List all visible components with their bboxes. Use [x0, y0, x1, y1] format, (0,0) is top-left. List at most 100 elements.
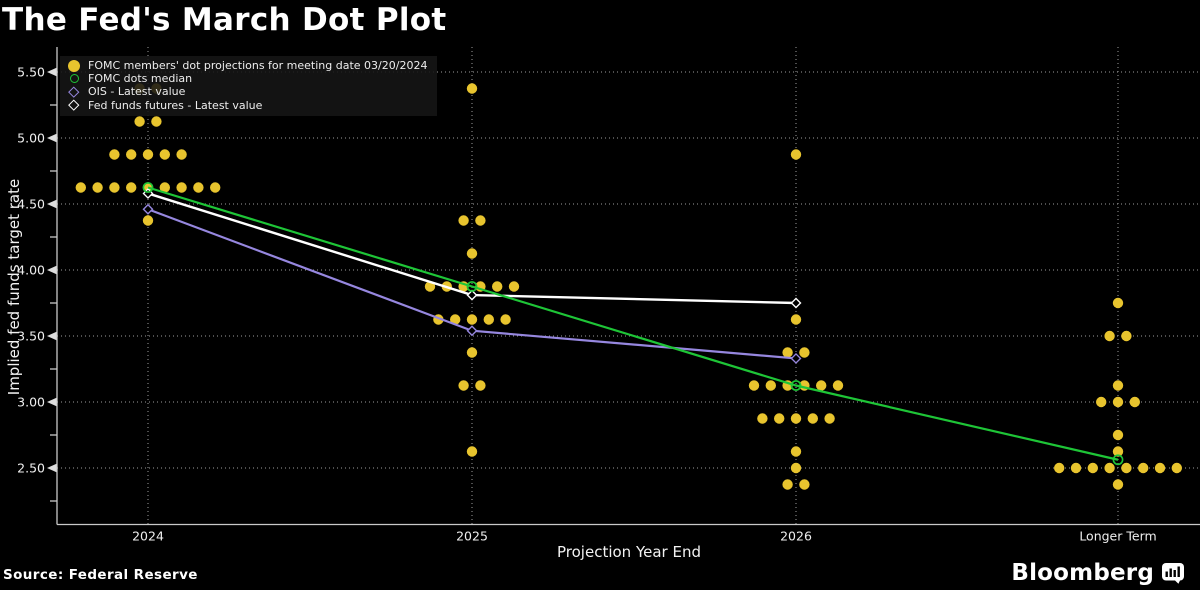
- diamond-marker: [790, 297, 802, 309]
- y-tick-label: 5.00: [17, 131, 45, 146]
- fomc-dot: [466, 446, 478, 457]
- y-tick-arrow: [47, 199, 57, 209]
- fomc-dot: [790, 462, 802, 474]
- fomc-dot: [475, 380, 486, 391]
- fomc-dot: [126, 182, 137, 193]
- diamond-marker: [466, 289, 478, 301]
- fomc-dot: [774, 413, 785, 424]
- legend-label: Fed funds futures - Latest value: [88, 98, 263, 112]
- diamond-marker: [142, 203, 154, 215]
- fomc-dot: [142, 215, 154, 226]
- chart-title: The Fed's March Dot Plot: [2, 2, 447, 38]
- diamond-marker: [790, 352, 802, 364]
- y-tick-arrow: [47, 463, 57, 473]
- fomc-dot: [748, 380, 760, 391]
- fomc-dot: [159, 149, 170, 160]
- bloomberg-wordmark: Bloomberg: [1011, 560, 1154, 586]
- median-marker: [790, 380, 802, 391]
- fomc-dot: [1096, 396, 1107, 408]
- y-tick-label: 2.50: [17, 461, 45, 476]
- fomc-dot: [109, 182, 120, 193]
- y-tick-arrow: [47, 133, 57, 143]
- fomc-dot: [450, 314, 461, 325]
- y-tick-arrow: [47, 397, 57, 407]
- fomc-dot: [210, 182, 221, 193]
- y-tick-label: 3.00: [17, 395, 45, 410]
- x-tick-label: 2026: [780, 529, 812, 544]
- ois-diamond-icon: [68, 86, 80, 98]
- median-circle-icon: [69, 74, 79, 84]
- fomc-dot: [500, 314, 511, 325]
- y-tick-arrow: [47, 331, 57, 341]
- fomc-dot: [458, 215, 469, 226]
- fomc-dot: [1104, 462, 1115, 474]
- fomc-dot: [176, 149, 187, 160]
- fomc-dot: [193, 182, 204, 193]
- median-marker: [1112, 454, 1124, 466]
- fomc-dot: [1087, 462, 1099, 474]
- legend-label: OIS - Latest value: [88, 85, 186, 99]
- fomc-dot: [466, 347, 478, 358]
- fomc-dot: [109, 149, 120, 160]
- fomc-dot: [92, 182, 103, 193]
- fomc-dot: [1121, 330, 1132, 342]
- bloomberg-icon: [1162, 562, 1184, 584]
- x-axis-title: Projection Year End: [557, 543, 701, 561]
- legend: FOMC members' dot projections for meetin…: [60, 56, 438, 116]
- fomc-dot: [466, 248, 478, 259]
- fomc-dot: [782, 347, 793, 358]
- fomc-dot: [1112, 446, 1124, 457]
- fomc-dot: [483, 314, 494, 325]
- fomc-dot: [824, 413, 835, 424]
- median-marker: [466, 281, 478, 292]
- fomc-dot: [466, 314, 478, 325]
- source-note: Source: Federal Reserve: [3, 567, 198, 583]
- bloomberg-logo: Bloomberg: [1011, 560, 1184, 586]
- fomc-dot: [1171, 462, 1183, 474]
- fomc-dot: [142, 149, 154, 160]
- y-tick-label: 4.00: [17, 263, 45, 278]
- x-tick-label: 2025: [456, 529, 488, 544]
- fomc-dot: [765, 380, 776, 391]
- fomc-dot: [799, 479, 810, 490]
- fomc-dot: [1112, 429, 1124, 441]
- legend-item-ois: OIS - Latest value: [67, 85, 427, 98]
- diamond-marker: [466, 325, 478, 337]
- legend-item-median: FOMC dots median: [67, 72, 427, 85]
- fomc-dot: [159, 182, 170, 193]
- fomc-dot: [1129, 396, 1141, 408]
- fomc-dot: [1138, 462, 1149, 474]
- futures-diamond-icon: [68, 99, 80, 111]
- y-tick-arrow: [47, 265, 57, 275]
- fomc-dot: [757, 413, 768, 424]
- y-tick-label: 3.50: [17, 329, 45, 344]
- fomc-dot: [458, 380, 469, 391]
- fomc-dot: [1104, 330, 1115, 342]
- fomc-dot: [176, 182, 187, 193]
- fomc-dot: [832, 380, 844, 391]
- fomc-dot: [799, 347, 810, 358]
- fomc-dot: [151, 116, 162, 127]
- fomc-dot-icon: [68, 59, 80, 72]
- fomc-dot: [782, 479, 793, 490]
- median-marker: [142, 182, 154, 193]
- fomc-dot: [1112, 396, 1124, 408]
- fomc-dot: [1121, 462, 1132, 474]
- fomc-dot: [790, 314, 802, 325]
- y-axis-title: Implied fed funds target rate: [5, 178, 23, 396]
- x-tick-label: Longer Term: [1079, 529, 1156, 544]
- y-tick-label: 4.50: [17, 197, 45, 212]
- y-tick-label: 5.50: [17, 65, 45, 80]
- fomc-dot: [475, 215, 486, 226]
- x-tick-label: 2024: [132, 529, 164, 544]
- fomc-dot: [1112, 479, 1124, 490]
- fomc-dot: [1154, 462, 1166, 474]
- fomc-dot: [75, 182, 87, 193]
- fomc-dot: [1112, 380, 1124, 391]
- fomc-dot: [816, 380, 827, 391]
- legend-label: FOMC dots median: [88, 72, 193, 86]
- legend-label: FOMC members' dot projections for meetin…: [88, 59, 428, 73]
- fomc-dot: [508, 281, 520, 292]
